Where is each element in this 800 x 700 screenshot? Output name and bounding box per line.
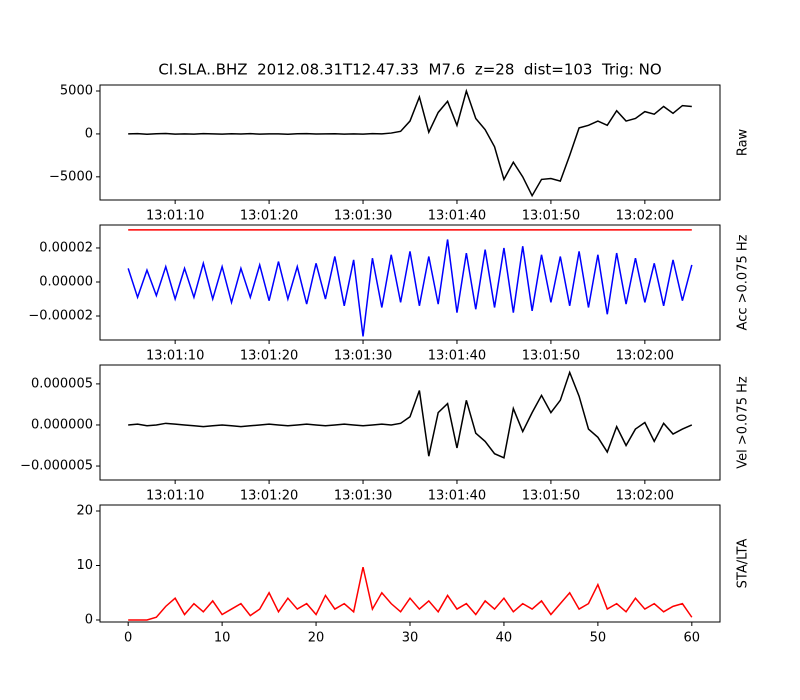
data-line: [128, 566, 693, 621]
axes-frame: [99, 364, 721, 481]
x-tick-label: 60: [684, 631, 701, 646]
y-tick-label: 5000: [60, 84, 93, 99]
x-tick-label: 0: [124, 631, 132, 646]
y-tick-label: 0.000000: [31, 417, 93, 432]
chart-title: CI.SLA..BHZ 2012.08.31T12.47.33 M7.6 z=2…: [158, 61, 661, 79]
data-line: [128, 370, 693, 459]
y-tick-label: 20: [76, 503, 93, 518]
x-tick-label: 13:02:00: [616, 489, 674, 504]
x-tick-label: 20: [308, 631, 325, 646]
x-tick-label: 13:01:40: [428, 209, 486, 224]
x-tick-label: 13:01:50: [522, 349, 580, 364]
x-tick-label: 13:01:30: [334, 209, 392, 224]
x-tick-label: 13:01:20: [240, 349, 298, 364]
x-tick-label: 50: [590, 631, 607, 646]
x-tick-label: 10: [214, 631, 231, 646]
x-tick-label: 13:01:10: [146, 489, 204, 504]
y-tick-label: 10: [76, 558, 93, 573]
x-tick-label: 13:01:20: [240, 209, 298, 224]
x-tick-label: 13:01:30: [334, 489, 392, 504]
y-tick-label: 0: [85, 612, 93, 627]
y-axis-label: STA/LTA: [736, 539, 751, 589]
y-tick-label: −0.00002: [28, 309, 93, 324]
x-tick-label: 13:01:20: [240, 489, 298, 504]
y-tick-label: 0.00002: [39, 240, 93, 255]
data-line: [127, 239, 693, 337]
y-tick-label: 0.00000: [39, 274, 93, 289]
y-axis-label: Raw: [736, 128, 751, 156]
x-tick-label: 40: [496, 631, 513, 646]
y-tick-label: 0: [85, 126, 93, 141]
y-axis-label: Acc >0.075 Hz: [736, 234, 751, 330]
x-tick-label: 13:01:30: [334, 349, 392, 364]
x-tick-label: 13:01:10: [146, 209, 204, 224]
data-line: [128, 88, 692, 198]
x-tick-label: 13:02:00: [616, 209, 674, 224]
axes-frame: [99, 84, 721, 201]
axes-frame: [99, 504, 721, 623]
x-tick-label: 13:01:10: [146, 349, 204, 364]
y-axis-label: Vel >0.075 Hz: [736, 376, 751, 469]
y-tick-label: −0.000005: [20, 459, 93, 474]
x-tick-label: 30: [402, 631, 419, 646]
y-tick-label: 0.000005: [31, 376, 93, 391]
x-tick-label: 13:01:40: [428, 349, 486, 364]
x-tick-label: 13:01:50: [522, 209, 580, 224]
x-tick-label: 13:01:50: [522, 489, 580, 504]
axes-frame: [99, 224, 721, 341]
x-tick-label: 13:01:40: [428, 489, 486, 504]
x-tick-label: 13:02:00: [616, 349, 674, 364]
y-tick-label: −5000: [49, 169, 93, 184]
